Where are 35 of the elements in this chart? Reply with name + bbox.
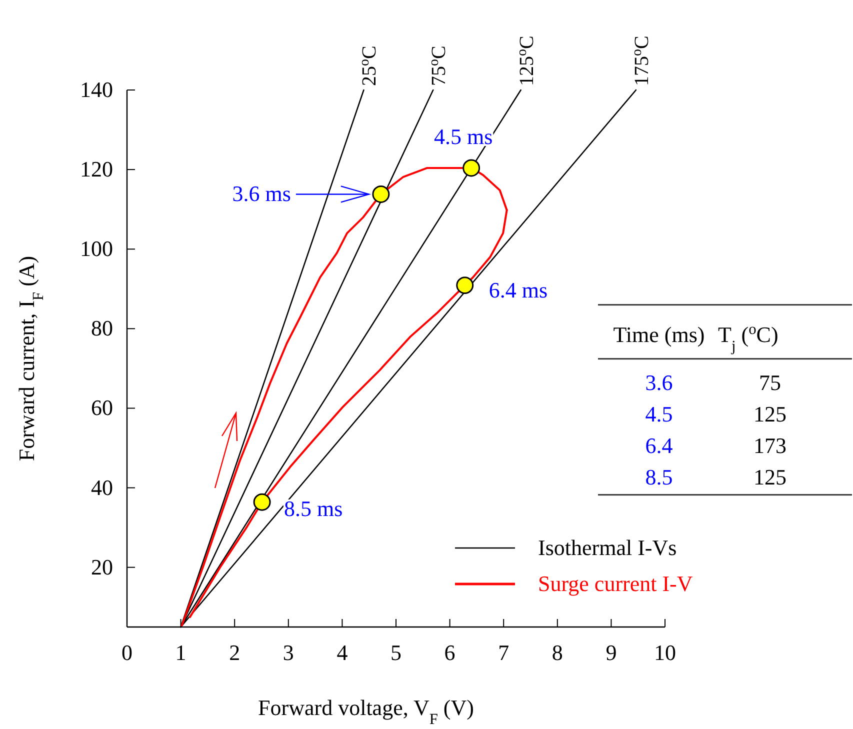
x-tick-label: 4 [336,640,348,665]
y-tick-label: 120 [80,156,113,182]
text: 173 [754,433,786,458]
x-tick-label: 10 [654,640,676,665]
text: 75 [759,370,781,395]
annotation: 8.5 [645,464,673,490]
y-tick-label: 140 [80,77,113,102]
annotation: 6.4 [645,433,673,458]
text: 125 [754,402,786,426]
x-tick-label: 1 [175,640,186,665]
x-tick-label: 8 [552,640,563,665]
legend-label: Surge current I-V [538,571,693,596]
x-tick-label: 5 [390,640,402,665]
annotation: Time (ms) [613,322,705,347]
legend-title: Isothermal I-Vs [538,535,677,560]
y-tick-label: 100 [80,236,113,262]
x-tick-label: 2 [229,640,240,665]
x-tick-label: 3 [282,640,294,665]
annotation: 3.6 ms [232,181,291,206]
x-tick-label: 6 [444,640,456,665]
x-tick-label: 0 [122,640,132,665]
annotation: 6.4 ms [488,277,548,302]
annotation: 3.6 [645,370,673,395]
text: T$_{j}$ ($^{o}$C) [718,320,778,354]
annotation: 8.5 ms [284,496,343,522]
x-tick-label: 7 [498,640,510,665]
annotation: 4.5 [645,402,673,426]
y-tick-label: 20 [91,554,113,580]
text: 125 [754,464,786,490]
x-axis-title: Forward voltage, V$_{F}$ (V) [258,695,474,728]
x-tick-label: 9 [606,640,617,665]
annotation: 4.5 ms [434,124,493,149]
y-tick-label: 60 [91,395,113,420]
y-tick-label: 40 [91,474,113,500]
y-tick-label: 80 [91,316,113,341]
